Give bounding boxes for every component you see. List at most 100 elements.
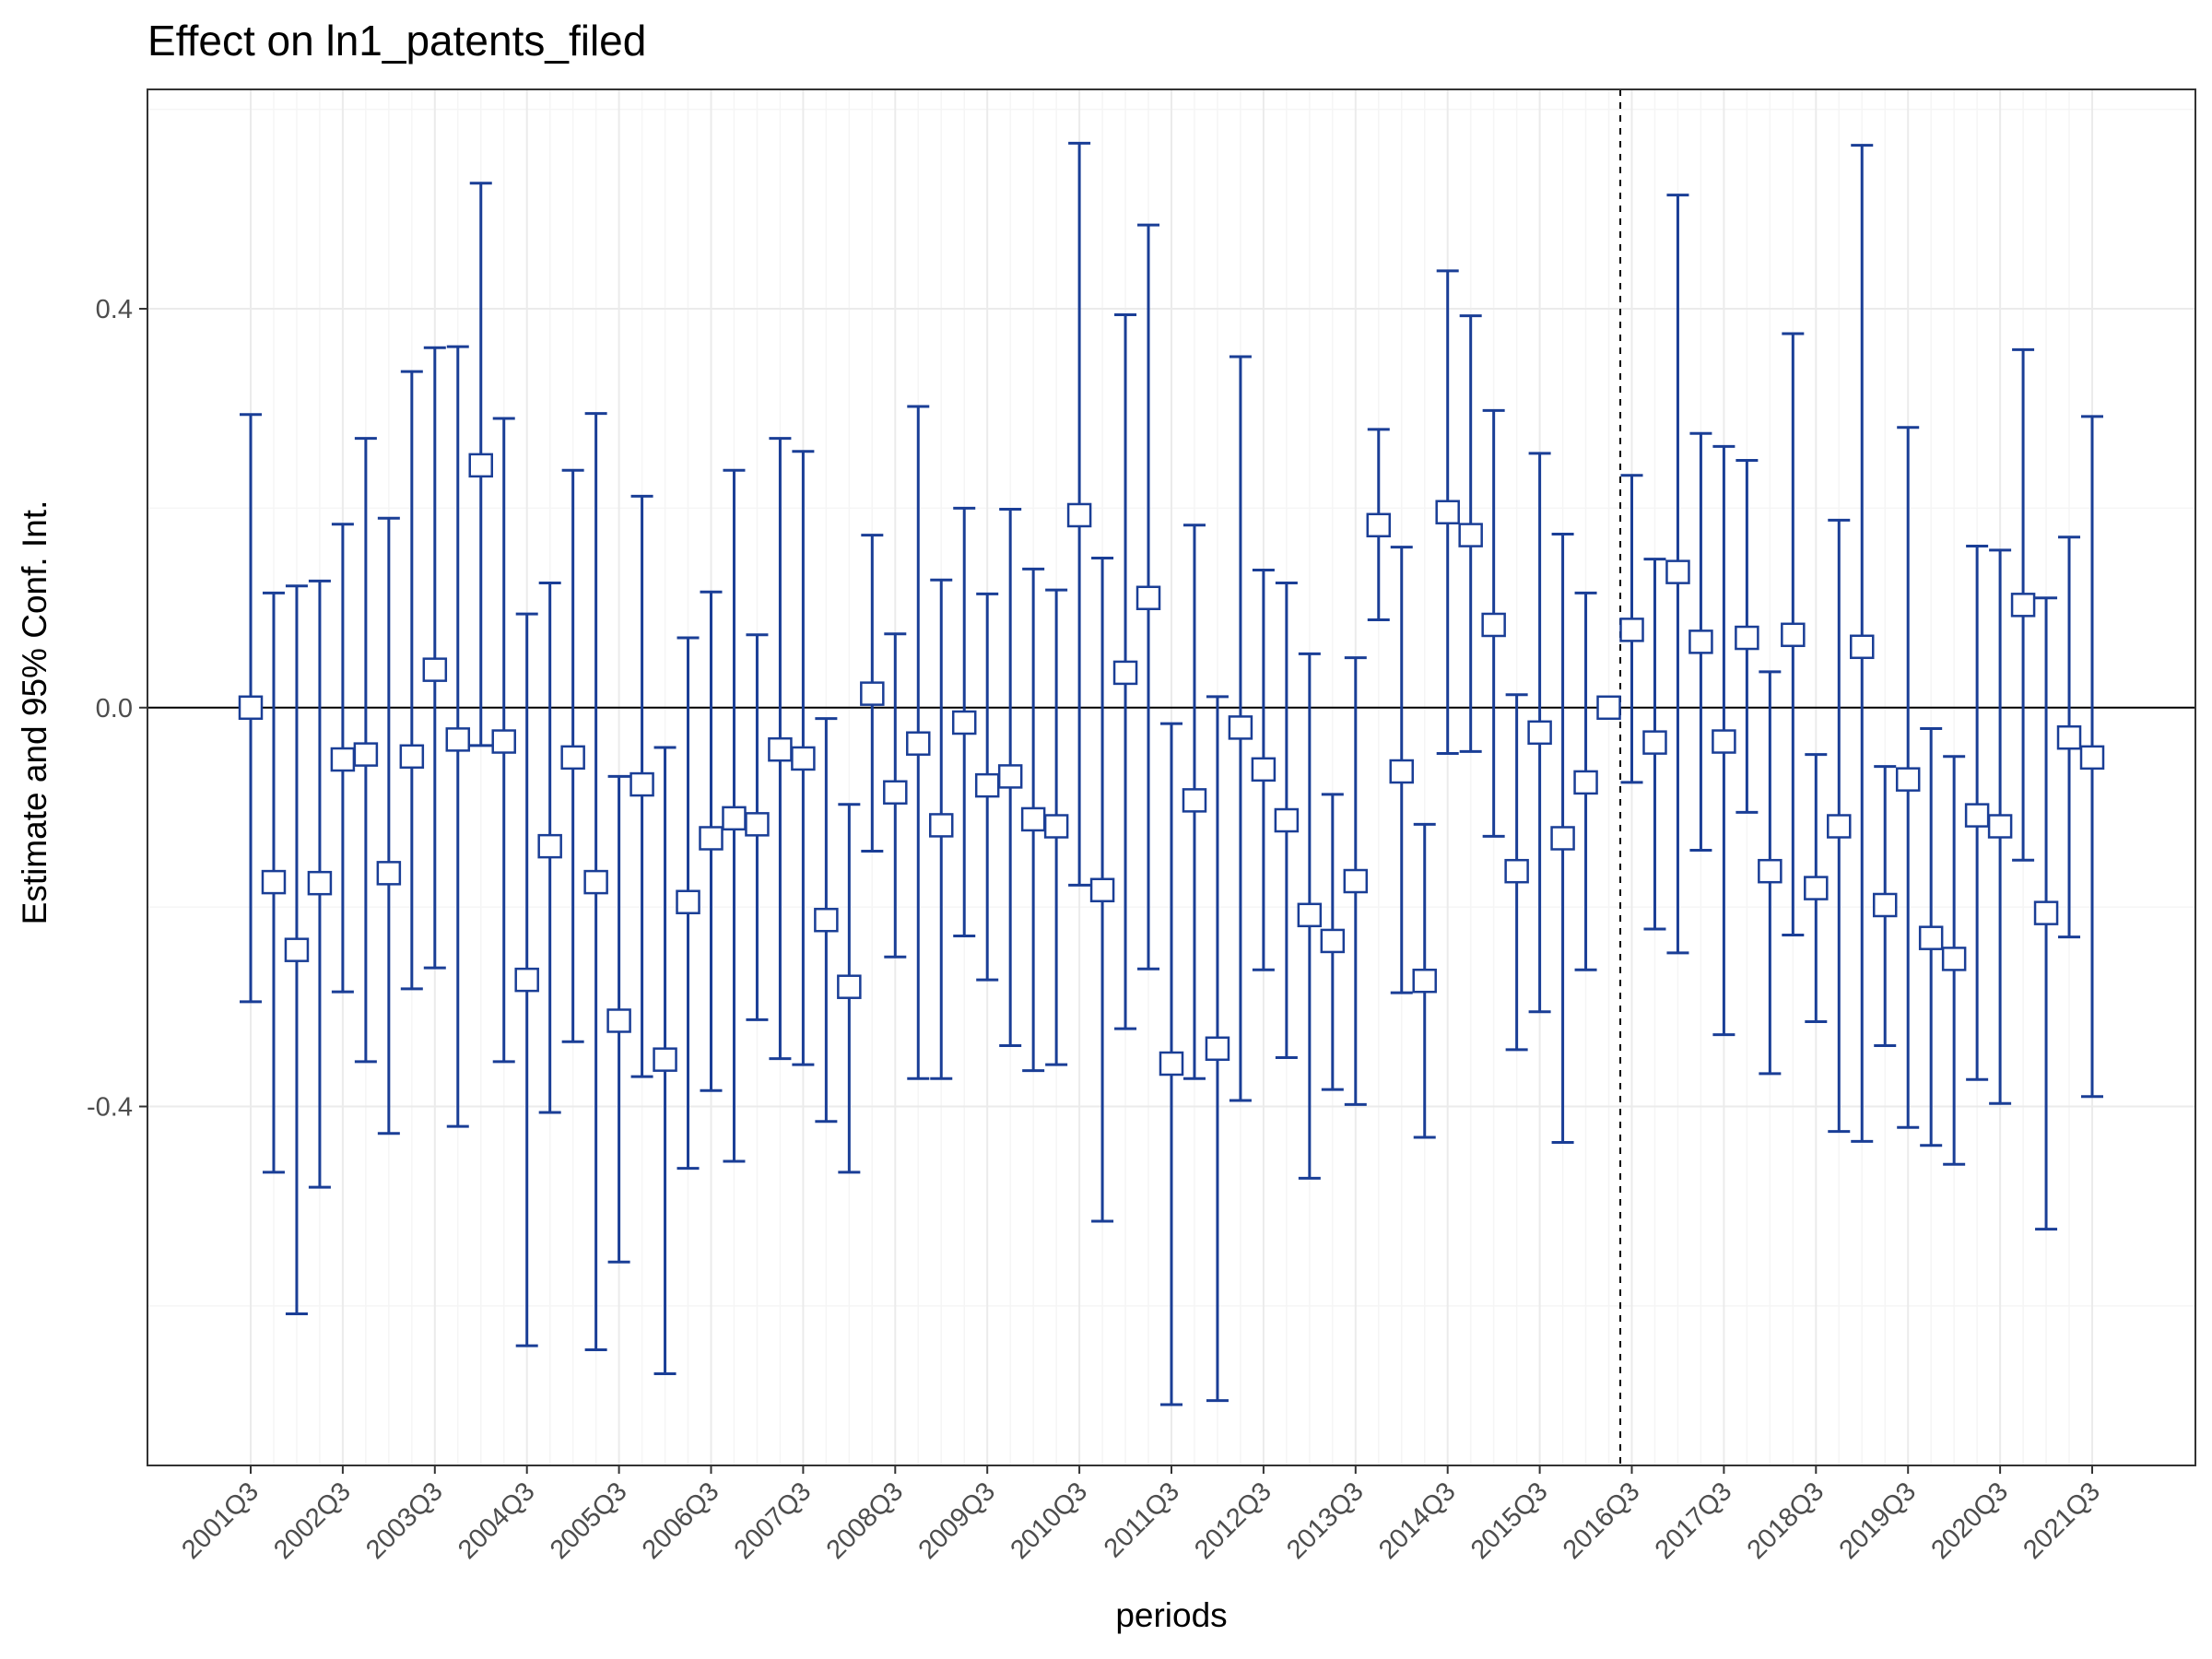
x-tick-label: 2012Q3 bbox=[1189, 1477, 1277, 1565]
estimate-marker bbox=[1506, 860, 1528, 882]
estimate-marker bbox=[2058, 726, 2080, 748]
estimate-marker bbox=[240, 697, 262, 719]
estimate-marker bbox=[1782, 624, 1804, 646]
x-axis-title: periods bbox=[1115, 1596, 1227, 1634]
estimate-marker bbox=[1322, 930, 1344, 952]
x-tick-label: 2009Q3 bbox=[913, 1477, 1002, 1565]
estimate-marker bbox=[953, 712, 975, 734]
estimate-marker bbox=[470, 454, 492, 477]
estimate-marker bbox=[1666, 561, 1688, 583]
estimate-marker bbox=[999, 765, 1021, 787]
estimate-marker bbox=[723, 807, 745, 830]
estimate-marker bbox=[1230, 716, 1252, 738]
x-tick-label: 2002Q3 bbox=[268, 1477, 357, 1565]
estimate-marker bbox=[1437, 501, 1459, 524]
estimate-marker bbox=[1483, 614, 1505, 636]
estimate-marker bbox=[1391, 760, 1413, 782]
x-tick-label: 2018Q3 bbox=[1742, 1477, 1830, 1565]
estimate-marker bbox=[516, 969, 538, 991]
estimate-marker bbox=[861, 683, 883, 705]
estimate-marker bbox=[355, 744, 377, 766]
y-axis: -0.4 0.0 0.4 bbox=[87, 295, 147, 1123]
estimate-marker bbox=[769, 738, 791, 760]
estimate-marker bbox=[907, 733, 929, 755]
estimate-marker bbox=[1414, 970, 1436, 992]
estimate-marker bbox=[1160, 1053, 1182, 1075]
estimate-marker bbox=[746, 813, 768, 835]
estimate-marker bbox=[608, 1009, 630, 1031]
x-tick-label: 2014Q3 bbox=[1373, 1477, 1462, 1565]
estimate-marker bbox=[1276, 809, 1298, 831]
estimate-marker bbox=[1091, 879, 1113, 901]
y-tick-label: 0.0 bbox=[96, 694, 133, 724]
estimate-marker bbox=[838, 976, 860, 998]
estimate-marker bbox=[424, 659, 446, 681]
estimate-marker bbox=[976, 774, 998, 796]
estimate-marker bbox=[1299, 904, 1321, 926]
estimate-marker bbox=[1183, 789, 1206, 811]
x-tick-label: 2015Q3 bbox=[1465, 1477, 1554, 1565]
estimate-marker bbox=[1460, 524, 1482, 547]
estimate-marker bbox=[1621, 618, 1643, 641]
x-tick-label: 2010Q3 bbox=[1005, 1477, 1093, 1565]
x-tick-label: 2007Q3 bbox=[729, 1477, 818, 1565]
x-tick-label: 2005Q3 bbox=[545, 1477, 633, 1565]
estimate-marker bbox=[1759, 860, 1781, 882]
estimate-marker bbox=[930, 814, 952, 836]
estimate-marker bbox=[700, 827, 723, 849]
x-tick-label: 2020Q3 bbox=[1925, 1477, 2014, 1565]
estimate-marker bbox=[286, 939, 308, 961]
estimate-marker bbox=[1114, 662, 1136, 684]
x-tick-label: 2016Q3 bbox=[1558, 1477, 1646, 1565]
x-tick-label: 2001Q3 bbox=[176, 1477, 265, 1565]
estimate-marker bbox=[631, 773, 653, 795]
chart-title: Effect on ln1_patents_filed bbox=[147, 17, 646, 65]
estimate-marker bbox=[378, 862, 400, 884]
estimate-marker bbox=[1874, 894, 1896, 916]
estimate-marker bbox=[493, 731, 515, 753]
y-tick-label: -0.4 bbox=[87, 1093, 133, 1123]
estimate-marker bbox=[884, 782, 906, 804]
estimate-marker bbox=[1045, 816, 1067, 838]
estimate-marker bbox=[1805, 877, 1827, 900]
y-tick-label: 0.4 bbox=[96, 295, 133, 324]
estimate-marker bbox=[539, 835, 561, 857]
estimate-marker bbox=[1575, 771, 1597, 794]
estimate-marker bbox=[1598, 697, 1620, 719]
x-tick-label: 2013Q3 bbox=[1281, 1477, 1370, 1565]
estimate-marker bbox=[1712, 731, 1735, 753]
estimate-marker bbox=[1851, 636, 1873, 658]
estimate-marker bbox=[1735, 627, 1758, 649]
estimate-marker bbox=[1137, 587, 1159, 609]
estimate-marker bbox=[1368, 514, 1390, 536]
estimate-marker bbox=[1897, 769, 1919, 791]
estimate-marker bbox=[1206, 1038, 1229, 1060]
estimate-marker bbox=[1552, 827, 1574, 849]
estimate-marker bbox=[1253, 759, 1275, 781]
x-tick-label: 2021Q3 bbox=[2018, 1477, 2106, 1565]
estimate-marker bbox=[1529, 722, 1551, 744]
estimate-marker bbox=[1920, 927, 1942, 949]
estimate-marker bbox=[654, 1049, 677, 1071]
estimate-marker bbox=[815, 909, 837, 931]
y-axis-title: Estimate and 95% Conf. Int. bbox=[16, 500, 53, 925]
estimate-marker bbox=[309, 872, 331, 894]
x-tick-label: 2003Q3 bbox=[360, 1477, 449, 1565]
estimate-marker bbox=[792, 747, 814, 770]
x-tick-label: 2019Q3 bbox=[1834, 1477, 1923, 1565]
estimate-marker bbox=[1828, 816, 1850, 838]
estimate-marker bbox=[1345, 870, 1367, 892]
estimate-marker bbox=[401, 746, 423, 768]
estimate-marker bbox=[1689, 630, 1712, 653]
x-tick-label: 2017Q3 bbox=[1650, 1477, 1738, 1565]
estimate-marker bbox=[1022, 808, 1044, 830]
estimate-marker bbox=[2035, 902, 2057, 924]
estimate-marker bbox=[2081, 747, 2103, 769]
estimate-marker bbox=[585, 871, 607, 893]
estimate-marker bbox=[1068, 504, 1090, 526]
x-tick-label: 2004Q3 bbox=[453, 1477, 541, 1565]
estimate-point-group bbox=[1598, 697, 1620, 719]
estimate-marker bbox=[263, 871, 285, 893]
x-tick-label: 2011Q3 bbox=[1099, 1477, 1185, 1563]
